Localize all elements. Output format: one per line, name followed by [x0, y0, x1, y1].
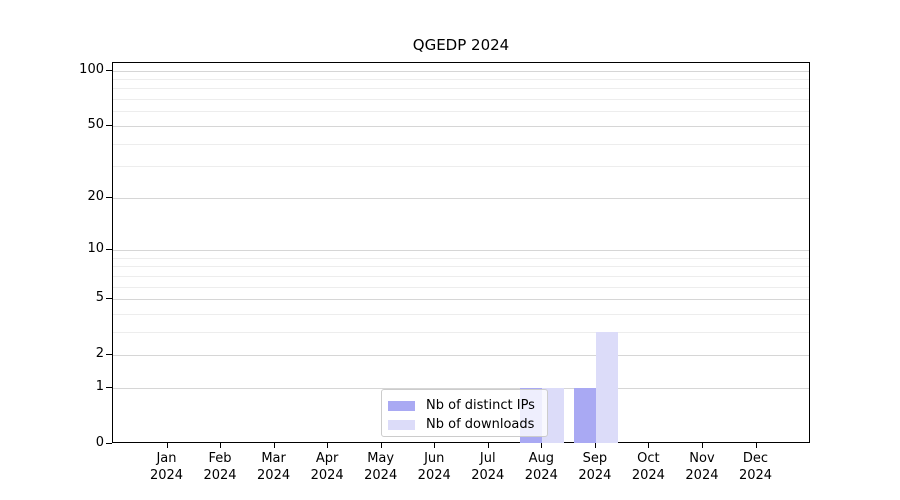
x-tick-mark-feb: [220, 443, 222, 448]
x-tick-year: 2024: [203, 468, 237, 483]
x-tick-year: 2024: [417, 468, 451, 483]
x-tick-mark-jul: [487, 443, 489, 448]
y-tick-mark-10: [106, 249, 112, 250]
x-tick-label-feb: Feb 2024: [190, 450, 250, 484]
major-gridline-10: [113, 250, 809, 251]
legend-label-distinct-ips: Nb of distinct IPs: [426, 398, 535, 413]
minor-gridline-3: [113, 331, 809, 333]
legend-entry-downloads: Nb of downloads: [388, 415, 539, 434]
x-tick-mark-jun: [434, 443, 436, 448]
x-tick-month: Apr: [315, 451, 339, 466]
minor-gridline-70: [113, 99, 809, 101]
y-tick-mark-20: [106, 196, 112, 198]
x-tick-month: Feb: [208, 451, 232, 466]
x-tick-month: Oct: [637, 451, 660, 466]
x-tick-year: 2024: [471, 468, 505, 483]
legend: Nb of distinct IPs Nb of downloads: [381, 389, 548, 437]
x-tick-mark-may: [380, 443, 382, 448]
minor-gridline-40: [113, 143, 809, 145]
y-tick-label-0: 0: [95, 435, 104, 450]
x-tick-year: 2024: [685, 468, 719, 483]
x-tick-label-aug: Aug 2024: [511, 450, 571, 484]
x-tick-label-jul: Jul 2024: [458, 450, 518, 484]
x-tick-mark-aug: [541, 443, 543, 448]
bar-distinct-ips-sep: [573, 387, 596, 443]
legend-entry-distinct-ips: Nb of distinct IPs: [388, 396, 539, 415]
bar-downloads-sep: [595, 331, 618, 443]
x-tick-month: Dec: [742, 451, 769, 466]
x-tick-year: 2024: [631, 468, 665, 483]
x-tick-label-nov: Nov 2024: [672, 450, 732, 484]
y-tick-label-1: 1: [95, 378, 104, 394]
downloads-swatch: [388, 419, 415, 430]
x-tick-month: Jan: [156, 451, 177, 466]
x-tick-label-sep: Sep 2024: [565, 450, 625, 484]
x-tick-mark-apr: [327, 443, 329, 448]
x-tick-month: Mar: [261, 451, 286, 466]
x-tick-year: 2024: [149, 468, 184, 483]
x-tick-label-may: May 2024: [351, 450, 411, 484]
y-tick-mark-50: [106, 124, 112, 126]
minor-gridline-7: [113, 275, 809, 277]
x-tick-year: 2024: [257, 468, 291, 483]
x-tick-year: 2024: [738, 468, 773, 483]
chart-title: QGEDP 2024: [412, 36, 510, 54]
x-tick-mark-oct: [648, 443, 650, 448]
x-tick-mark-jan: [166, 443, 168, 448]
x-tick-mark-dec: [755, 443, 757, 448]
x-tick-month: Nov: [689, 451, 715, 466]
major-gridline-50: [113, 125, 809, 127]
y-tick-label-10: 10: [87, 241, 104, 256]
x-tick-mark-sep: [594, 443, 596, 448]
x-tick-month: May: [367, 451, 395, 466]
x-tick-label-dec: Dec 2024: [726, 450, 786, 484]
y-tick-label-5: 5: [95, 290, 104, 306]
minor-gridline-80: [113, 88, 809, 90]
x-tick-year: 2024: [524, 468, 558, 483]
major-gridline-20: [113, 197, 809, 199]
x-tick-mark-nov: [701, 443, 703, 448]
y-tick-mark-2: [106, 354, 112, 356]
plot-area: [112, 62, 810, 443]
y-tick-label-50: 50: [87, 116, 104, 132]
x-tick-month: Aug: [528, 451, 554, 466]
x-tick-month: Sep: [582, 451, 608, 466]
x-tick-label-apr: Apr 2024: [297, 450, 357, 484]
minor-gridline-4: [113, 313, 809, 315]
distinct-ips-swatch: [388, 400, 415, 411]
x-tick-label-jun: Jun 2024: [404, 450, 464, 484]
x-tick-month: Jun: [424, 451, 445, 466]
major-gridline-100: [113, 70, 809, 72]
y-tick-mark-1: [106, 386, 112, 388]
major-gridline-2: [113, 355, 809, 357]
y-tick-mark-100: [106, 69, 112, 71]
major-gridline-5: [113, 299, 809, 301]
x-tick-label-mar: Mar 2024: [244, 450, 304, 484]
x-tick-mark-mar: [273, 443, 275, 448]
legend-label-downloads: Nb of downloads: [426, 417, 535, 432]
x-tick-year: 2024: [310, 468, 344, 483]
y-tick-mark-5: [106, 298, 112, 300]
x-tick-month: Jul: [479, 451, 496, 466]
y-tick-mark-0: [106, 443, 112, 444]
major-gridline-1: [113, 387, 809, 389]
x-tick-label-oct: Oct 2024: [618, 450, 678, 484]
y-tick-label-2: 2: [95, 346, 104, 362]
y-tick-label-100: 100: [79, 61, 104, 77]
minor-gridline-60: [113, 111, 809, 113]
minor-gridline-90: [113, 79, 809, 81]
minor-gridline-6: [113, 286, 809, 288]
minor-gridline-30: [113, 166, 809, 168]
minor-gridline-8: [113, 266, 809, 268]
minor-gridline-9: [113, 257, 809, 259]
x-tick-year: 2024: [578, 468, 612, 483]
x-tick-year: 2024: [364, 468, 398, 483]
y-tick-label-20: 20: [87, 188, 104, 204]
x-tick-label-jan: Jan 2024: [137, 450, 197, 484]
